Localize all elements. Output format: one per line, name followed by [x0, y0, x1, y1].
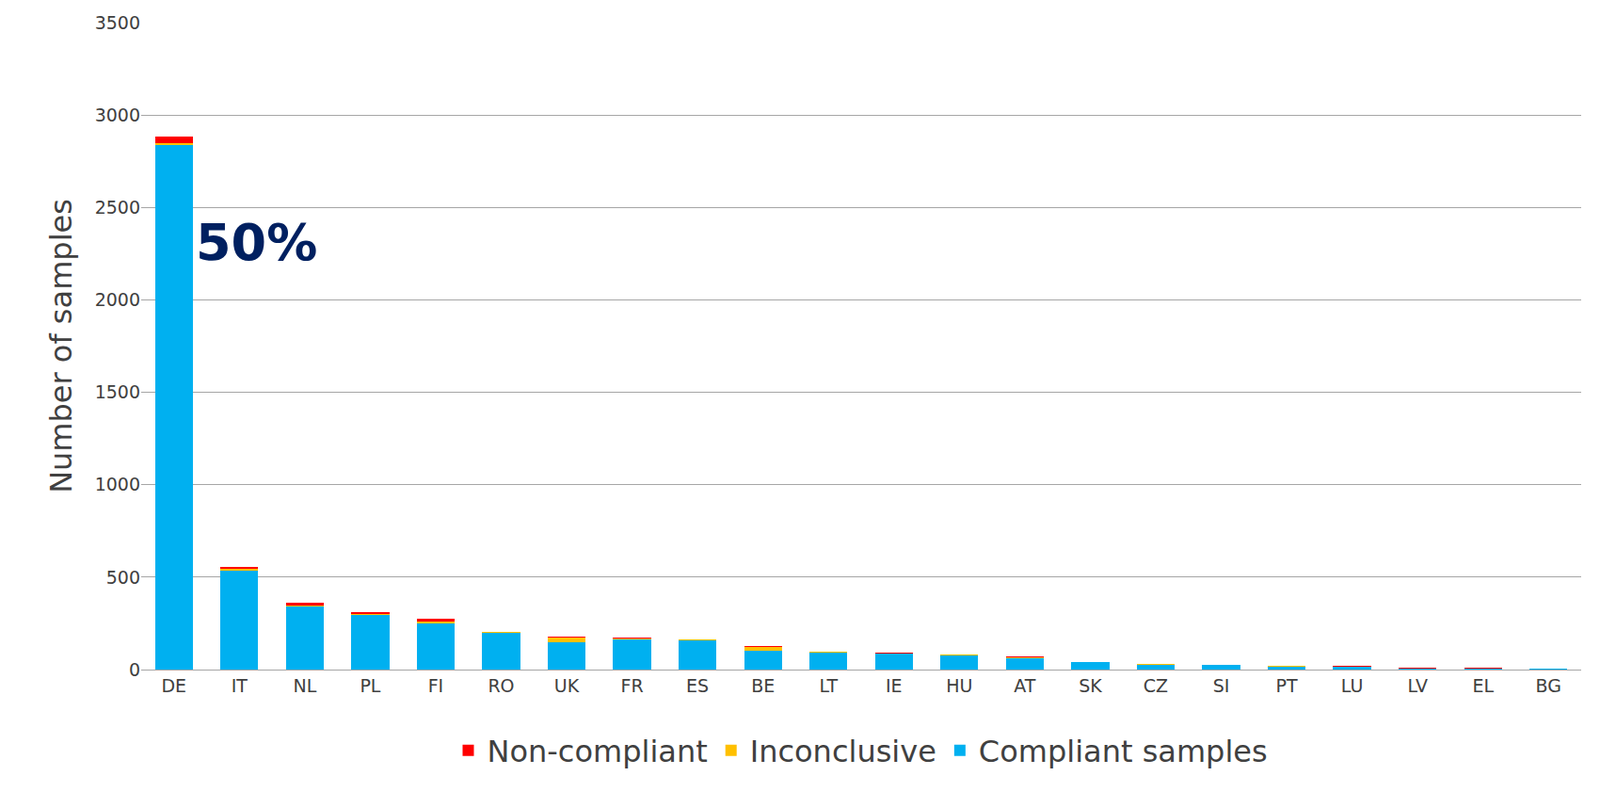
- svg-text:LU: LU: [1341, 674, 1364, 696]
- svg-text:500: 500: [106, 566, 141, 588]
- svg-text:FR: FR: [621, 674, 644, 696]
- svg-text:EL: EL: [1472, 674, 1494, 696]
- svg-text:PT: PT: [1276, 674, 1298, 696]
- svg-text:3500: 3500: [95, 12, 141, 33]
- svg-text:IE: IE: [885, 674, 903, 696]
- svg-text:BG: BG: [1536, 674, 1562, 696]
- svg-text:ES: ES: [686, 674, 709, 696]
- svg-text:CZ: CZ: [1143, 674, 1168, 696]
- svg-text:BE: BE: [751, 674, 775, 696]
- svg-text:SI: SI: [1213, 674, 1231, 696]
- svg-text:UK: UK: [554, 674, 580, 696]
- svg-text:RO: RO: [487, 674, 514, 696]
- svg-text:Inconclusive: Inconclusive: [750, 733, 937, 769]
- svg-text:Compliant samples: Compliant samples: [978, 733, 1268, 769]
- svg-text:1500: 1500: [95, 381, 141, 402]
- svg-text:AT: AT: [1013, 674, 1037, 696]
- svg-text:LT: LT: [818, 674, 838, 696]
- svg-text:FI: FI: [428, 674, 445, 696]
- svg-text:50%: 50%: [195, 212, 318, 272]
- svg-text:1000: 1000: [95, 473, 141, 495]
- svg-text:PL: PL: [359, 674, 381, 696]
- svg-text:IT: IT: [231, 674, 249, 696]
- svg-text:2500: 2500: [95, 196, 141, 218]
- svg-text:Non-compliant: Non-compliant: [487, 733, 708, 769]
- svg-text:SK: SK: [1078, 674, 1103, 696]
- svg-text:2000: 2000: [95, 288, 141, 310]
- svg-text:NL: NL: [292, 674, 317, 696]
- svg-text:HU: HU: [945, 674, 973, 696]
- svg-text:DE: DE: [160, 674, 187, 696]
- svg-text:0: 0: [128, 658, 141, 680]
- svg-text:3000: 3000: [95, 104, 141, 126]
- svg-text:Number of samples: Number of samples: [43, 198, 80, 494]
- svg-text:LV: LV: [1407, 674, 1428, 696]
